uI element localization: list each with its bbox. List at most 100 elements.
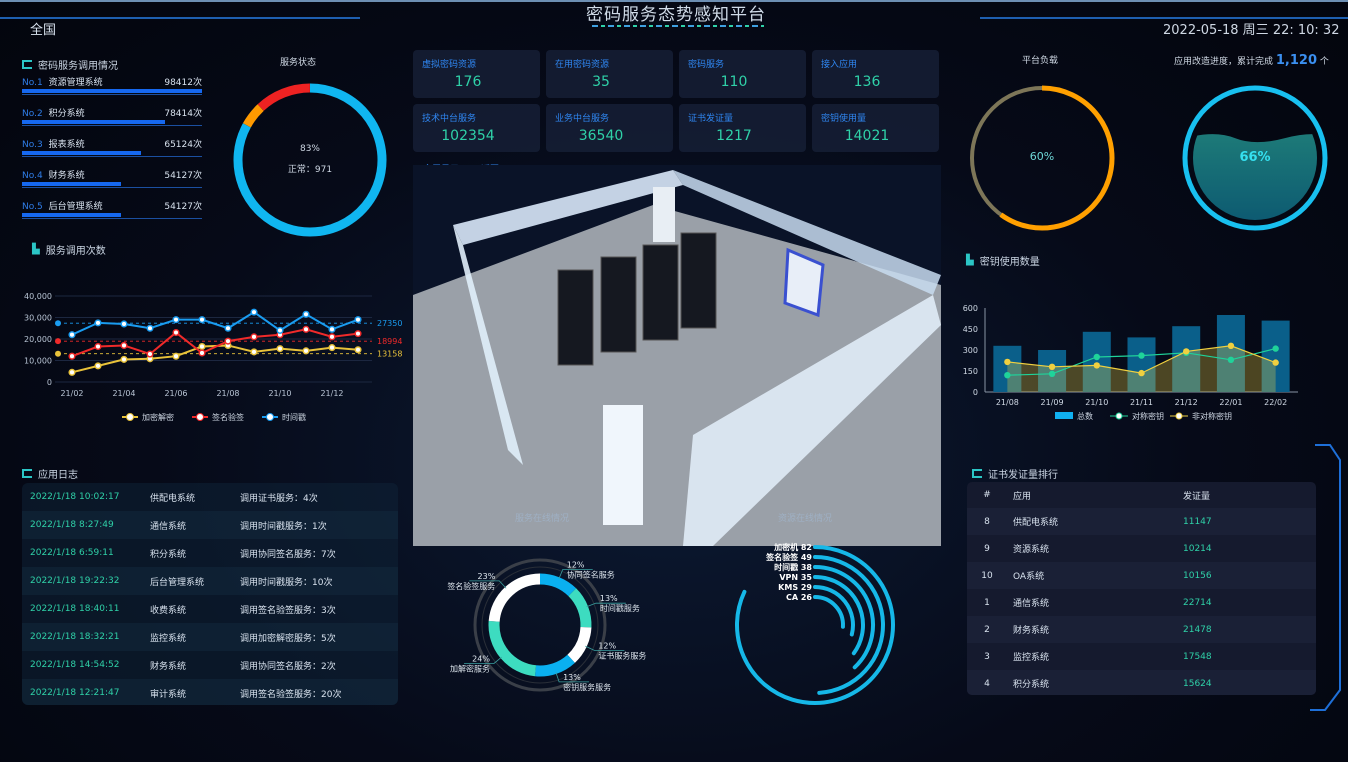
data-point[interactable] xyxy=(68,352,76,360)
data-point[interactable] xyxy=(94,362,102,370)
data-point[interactable] xyxy=(120,355,128,363)
data-point[interactable] xyxy=(198,342,206,351)
pie-slice[interactable] xyxy=(535,654,575,677)
data-point[interactable] xyxy=(1272,345,1279,352)
data-point[interactable] xyxy=(354,330,362,338)
data-point[interactable] xyxy=(1004,358,1011,366)
radial-bar[interactable] xyxy=(813,565,875,670)
pie-slice[interactable] xyxy=(488,620,537,677)
radial-bar[interactable] xyxy=(813,555,885,695)
y-tick-label: 30,000 xyxy=(24,314,52,323)
status-segment xyxy=(242,104,264,128)
data-point[interactable] xyxy=(1227,342,1235,349)
chart-icon: ▙ xyxy=(966,255,974,266)
radial-bar[interactable] xyxy=(813,595,845,629)
data-point[interactable] xyxy=(354,346,362,354)
radial-bar[interactable] xyxy=(813,585,855,637)
pie-slice[interactable] xyxy=(567,626,592,663)
stat-label: 证书发证量 xyxy=(688,114,734,124)
data-point[interactable] xyxy=(328,344,336,352)
pie-slice[interactable] xyxy=(539,573,577,597)
service-call-line-chart: 0 10,000 20,000 30,000 40,000 21/02 21/04 21/06… xyxy=(24,292,402,422)
data-point[interactable] xyxy=(302,347,310,355)
data-point[interactable] xyxy=(172,316,180,324)
bar[interactable] xyxy=(1216,315,1245,392)
bar[interactable] xyxy=(1127,337,1156,392)
data-point[interactable] xyxy=(172,352,180,360)
data-point[interactable] xyxy=(1272,359,1279,366)
data-point[interactable] xyxy=(1138,369,1145,377)
data-point[interactable] xyxy=(146,324,154,332)
stat-card[interactable]: 技术中台服务 102354 xyxy=(413,104,540,152)
data-point[interactable] xyxy=(328,325,336,333)
bar[interactable] xyxy=(1082,331,1111,392)
data-point[interactable] xyxy=(68,368,76,376)
data-point[interactable] xyxy=(354,316,362,324)
stat-card[interactable]: 在用密码资源 35 xyxy=(546,50,673,98)
rank-bar-track xyxy=(22,182,202,188)
x-tick-label: 22/01 xyxy=(1219,398,1242,407)
data-point[interactable] xyxy=(250,308,258,316)
data-point[interactable] xyxy=(302,310,310,318)
stat-card[interactable]: 密码服务 110 xyxy=(679,50,806,98)
radial-bar[interactable] xyxy=(735,545,895,705)
legend-label[interactable]: 对称密钥 xyxy=(1132,411,1164,421)
data-point[interactable] xyxy=(120,341,128,349)
pie-slice[interactable] xyxy=(568,588,592,628)
ranking-item[interactable]: No.5 后台管理系统 54127次 xyxy=(22,199,202,229)
rank-number: No.3 xyxy=(22,140,43,150)
ranking-item[interactable]: No.3 报表系统 65124次 xyxy=(22,137,202,167)
data-point[interactable] xyxy=(1093,353,1100,361)
data-point[interactable] xyxy=(1004,372,1011,379)
ranking-item[interactable]: No.2 积分系统 78414次 xyxy=(22,106,202,136)
data-point[interactable] xyxy=(224,337,232,345)
ranking-item[interactable]: No.4 财务系统 54127次 xyxy=(22,168,202,198)
stat-card[interactable]: 证书发证量 1217 xyxy=(679,104,806,152)
cert-rank-title-text: 证书发证量排行 xyxy=(988,470,1058,481)
series-line xyxy=(71,328,359,358)
legend-label[interactable]: 总数 xyxy=(1077,411,1093,421)
data-point[interactable] xyxy=(94,319,102,327)
data-point[interactable] xyxy=(120,320,128,328)
legend-label[interactable]: 时间戳 xyxy=(282,412,306,422)
ranking-item[interactable]: No.1 资源管理系统 98412次 xyxy=(22,75,202,105)
data-point[interactable] xyxy=(302,325,310,333)
data-point[interactable] xyxy=(250,333,258,341)
machine-room-3d-view[interactable] xyxy=(413,165,941,546)
region-selector[interactable]: 全国 xyxy=(30,23,57,38)
data-point[interactable] xyxy=(1227,356,1235,363)
data-point[interactable] xyxy=(276,345,284,353)
data-point[interactable] xyxy=(1093,362,1100,369)
data-point[interactable] xyxy=(1138,352,1145,359)
list-icon xyxy=(22,469,32,478)
bar[interactable] xyxy=(1261,320,1290,392)
stat-card[interactable]: 密钥使用量 14021 xyxy=(812,104,939,152)
data-point[interactable] xyxy=(328,333,336,341)
data-point[interactable] xyxy=(250,348,258,356)
data-point[interactable] xyxy=(68,331,76,339)
bar[interactable] xyxy=(993,345,1022,392)
data-point[interactable] xyxy=(94,342,102,351)
legend-label[interactable]: 加密解密 xyxy=(142,412,174,422)
data-point[interactable] xyxy=(276,326,284,334)
radial-bar[interactable] xyxy=(813,575,865,656)
legend-label[interactable]: 非对称密钥 xyxy=(1192,411,1232,421)
pie-slice[interactable] xyxy=(488,573,541,622)
series-line xyxy=(71,344,359,374)
legend-label[interactable]: 签名验签 xyxy=(212,412,244,422)
data-point[interactable] xyxy=(1048,370,1056,377)
ranking-title-text: 密码服务调用情况 xyxy=(38,61,118,72)
bar[interactable] xyxy=(1172,326,1201,392)
cert-count: 22714 xyxy=(1183,597,1212,608)
data-point[interactable] xyxy=(224,324,232,332)
data-point[interactable] xyxy=(1183,348,1190,355)
data-point[interactable] xyxy=(146,350,154,358)
data-point[interactable] xyxy=(198,349,206,357)
data-point[interactable] xyxy=(1048,363,1056,370)
data-point[interactable] xyxy=(198,316,206,324)
stat-card[interactable]: 业务中台服务 36540 xyxy=(546,104,673,152)
stat-card[interactable]: 接入应用 136 xyxy=(812,50,939,98)
stat-card[interactable]: 虚拟密码资源 176 xyxy=(413,50,540,98)
data-point[interactable] xyxy=(172,329,180,337)
log-time: 2022/1/18 18:40:11 xyxy=(30,604,120,614)
